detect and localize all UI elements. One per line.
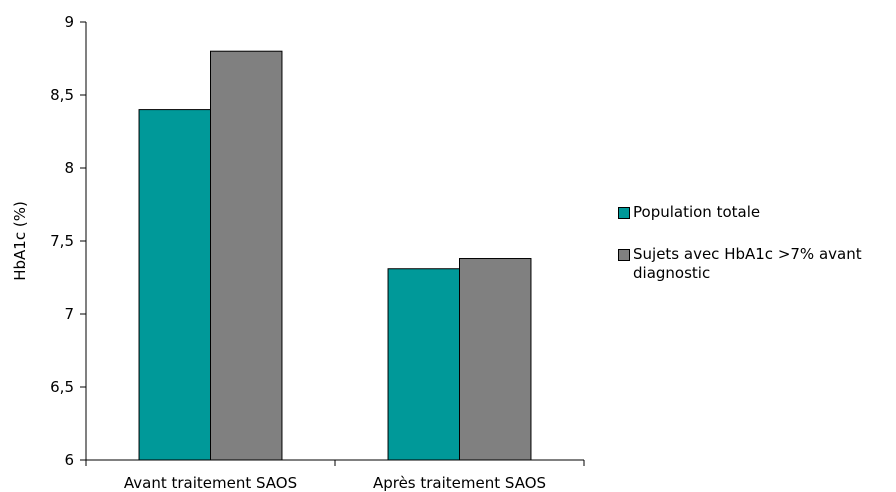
bar-population-totale-0 bbox=[138, 109, 211, 461]
y-tick-label: 9 bbox=[64, 13, 74, 31]
legend-item-population-totale: Population totale bbox=[618, 203, 896, 222]
y-tick-label: 7 bbox=[64, 305, 74, 323]
y-tick-label: 8 bbox=[64, 159, 74, 177]
bar-sujets-hba1c-0 bbox=[210, 50, 283, 461]
legend-item-sujets-hba1c: Sujets avec HbA1c >7% avant diagnostic bbox=[618, 245, 896, 283]
x-category-label: Avant traitement SAOS bbox=[124, 474, 297, 492]
y-tick-label: 6 bbox=[64, 451, 74, 469]
y-tick-label: 6,5 bbox=[50, 378, 74, 396]
y-tick-label: 7,5 bbox=[50, 232, 74, 250]
legend: Population totale Sujets avec HbA1c >7% … bbox=[618, 203, 896, 306]
y-axis-title: HbA1c (%) bbox=[11, 201, 29, 281]
bar-sujets-hba1c-1 bbox=[459, 258, 532, 461]
y-tick-label: 8,5 bbox=[50, 86, 74, 104]
legend-label: Sujets avec HbA1c >7% avant diagnostic bbox=[633, 245, 862, 282]
y-axis-ticks: 6 6,5 7 7,5 8 8,5 9 bbox=[50, 13, 86, 469]
x-axis-ticks: Avant traitement SAOS Après traitement SA… bbox=[85, 460, 585, 492]
legend-swatch-gray bbox=[618, 249, 630, 261]
bar-population-totale-1 bbox=[387, 268, 460, 461]
plot-area bbox=[138, 50, 532, 461]
legend-swatch-teal bbox=[618, 207, 630, 219]
x-category-label: Après traitement SAOS bbox=[373, 474, 546, 492]
legend-label: Population totale bbox=[633, 203, 761, 221]
